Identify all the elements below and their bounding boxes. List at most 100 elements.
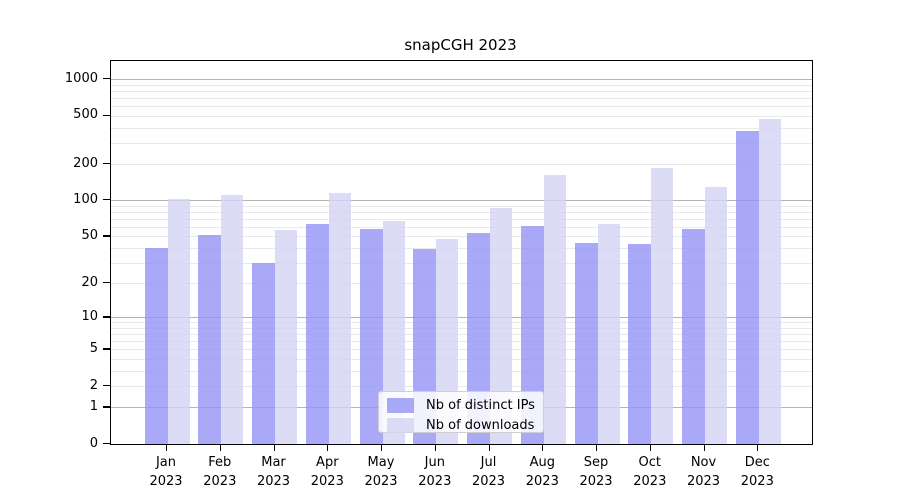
y-axis-tick-label: 1000 <box>64 70 98 86</box>
grid-line-minor <box>111 218 812 220</box>
y-axis-tick-label: 50 <box>81 227 98 243</box>
x-axis-tick-label: Feb 2023 <box>203 455 237 489</box>
chart-title: snapCGH 2023 <box>404 36 517 54</box>
y-axis-tick <box>103 385 110 387</box>
grid-line-minor <box>111 283 812 285</box>
bar-downloads <box>382 220 405 444</box>
bar-downloads <box>705 186 727 444</box>
x-axis-tick-label: Jul 2023 <box>471 455 506 489</box>
y-axis-tick-label: 10 <box>81 308 98 324</box>
x-axis-tick-label: Apr 2023 <box>310 455 344 489</box>
x-axis-tick <box>273 444 275 451</box>
grid-line-minor <box>111 205 812 207</box>
grid-line-minor <box>111 370 812 372</box>
bar-distinct-ips <box>735 131 759 444</box>
x-axis-tick-label: Dec 2023 <box>740 455 774 489</box>
grid-line-minor <box>111 106 812 108</box>
bar-downloads <box>597 224 620 444</box>
bar-downloads <box>221 195 244 444</box>
y-axis-tick <box>103 282 110 284</box>
grid-line-minor <box>111 227 812 228</box>
x-axis-tick <box>219 444 221 451</box>
grid-line-minor <box>111 212 812 213</box>
y-axis-tick <box>103 199 110 201</box>
grid-line-major <box>111 79 812 81</box>
grid-line-minor <box>111 115 812 117</box>
y-axis-tick-label: 0 <box>89 435 98 451</box>
grid-line-minor <box>111 91 812 92</box>
y-axis-tick <box>103 443 110 445</box>
grid-line-minor <box>111 247 812 249</box>
x-axis-tick-label: Mar 2023 <box>256 455 291 489</box>
grid-line-minor <box>111 127 812 129</box>
x-axis-tick <box>757 444 759 451</box>
x-axis-tick-label: Oct 2023 <box>633 455 667 489</box>
y-axis-tick <box>103 235 110 237</box>
x-axis-tick-label: Aug 2023 <box>525 455 559 489</box>
bar-distinct-ips <box>628 244 652 444</box>
y-axis-tick-label: 100 <box>73 191 98 207</box>
y-axis-tick-label: 5 <box>89 340 98 356</box>
bar-distinct-ips <box>574 243 598 444</box>
y-axis-tick-label: 500 <box>73 107 98 123</box>
legend-label-downloads: Nb of downloads <box>426 417 535 433</box>
grid-line-minor <box>111 386 812 387</box>
x-axis-tick <box>649 444 651 451</box>
grid-line-minor <box>111 334 812 336</box>
x-axis-tick <box>166 444 168 451</box>
bar-downloads <box>328 192 351 444</box>
y-axis-tick <box>103 114 110 116</box>
bar-downloads <box>167 199 190 444</box>
legend-item-distinct-ips: Nb of distinct IPs <box>387 397 543 413</box>
grid-line-minor <box>111 322 812 324</box>
x-axis-tick <box>381 444 383 451</box>
x-axis-tick <box>434 444 436 451</box>
grid-line-minor <box>111 341 812 343</box>
x-axis-tick <box>327 444 329 451</box>
bar-distinct-ips <box>198 235 222 444</box>
bar-downloads <box>490 208 512 444</box>
bar-downloads <box>543 175 566 444</box>
legend-item-downloads: Nb of downloads <box>387 417 543 433</box>
bar-distinct-ips <box>682 228 705 444</box>
y-axis-tick-label: 200 <box>73 155 98 171</box>
x-axis-tick-label: May 2023 <box>364 455 398 489</box>
y-axis-tick <box>103 406 110 408</box>
legend-label-distinct-ips: Nb of distinct IPs <box>426 397 535 413</box>
legend-swatch-downloads <box>387 417 414 433</box>
bar-downloads <box>651 168 674 444</box>
grid-line-minor <box>111 164 812 165</box>
x-axis-tick-label: Jun 2023 <box>418 455 452 489</box>
bar-distinct-ips <box>520 226 544 444</box>
grid-line-minor <box>111 98 812 99</box>
grid-line-minor <box>111 236 812 238</box>
grid-line-minor <box>111 349 812 351</box>
bar-downloads <box>275 229 297 444</box>
y-axis-tick <box>103 348 110 350</box>
x-axis-tick-label: Nov 2023 <box>686 455 721 489</box>
grid-line-minor <box>111 142 812 144</box>
bar-distinct-ips <box>252 262 275 444</box>
x-axis-tick <box>703 444 705 451</box>
x-axis-tick <box>488 444 490 451</box>
x-axis-tick <box>596 444 598 451</box>
y-axis-tick-label: 2 <box>89 377 98 393</box>
x-axis-tick <box>542 444 544 451</box>
y-axis-tick <box>103 78 110 80</box>
legend-swatch-distinct-ips <box>387 397 414 413</box>
y-axis-tick <box>103 316 110 318</box>
x-axis-tick-label: Sep 2023 <box>579 455 613 489</box>
bar-distinct-ips <box>144 247 168 444</box>
plot-area <box>110 60 813 445</box>
bar-distinct-ips <box>359 228 383 444</box>
grid-line-major <box>111 317 812 319</box>
y-axis-tick-label: 20 <box>81 274 98 290</box>
grid-line-minor <box>111 328 812 329</box>
grid-line-minor <box>111 359 812 360</box>
bar-distinct-ips <box>305 223 329 444</box>
x-axis-tick-label: Jan 2023 <box>149 455 183 489</box>
grid-line-minor <box>111 84 812 86</box>
y-axis-tick <box>103 163 110 165</box>
legend: Nb of distinct IPs Nb of downloads <box>378 391 544 433</box>
